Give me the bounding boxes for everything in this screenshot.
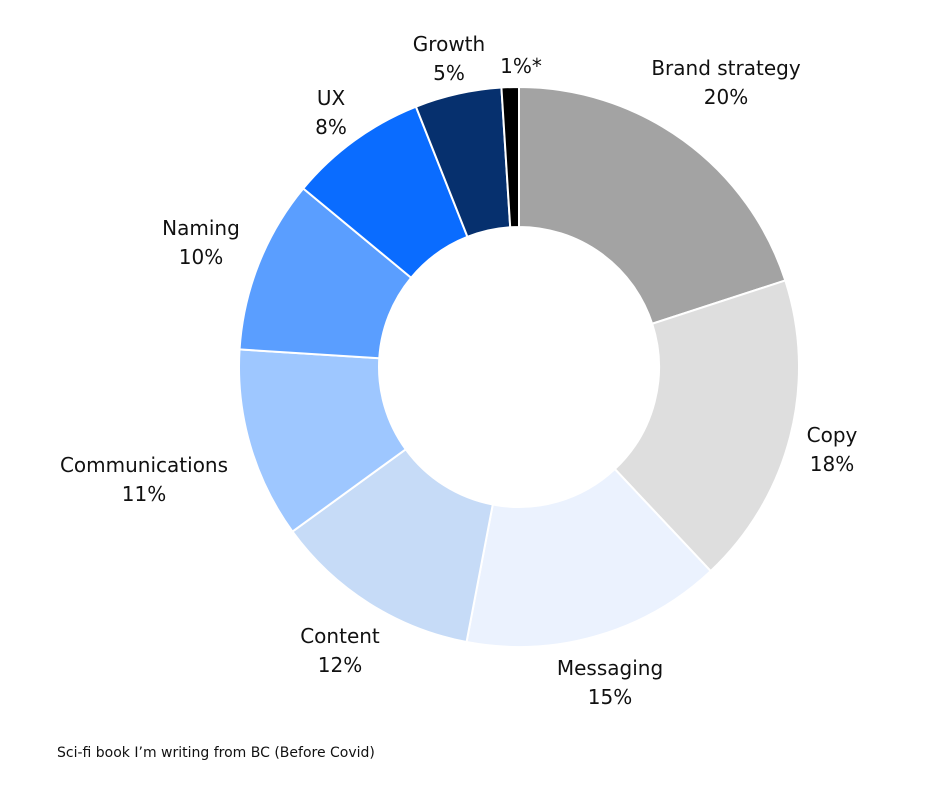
slice-copy (613, 279, 800, 573)
slice-other (500, 85, 520, 229)
slice-value-messaging: 15% (588, 685, 632, 709)
slice-label-content: Content (300, 624, 380, 648)
slice-label-growth: Growth (413, 32, 485, 56)
slice-value-naming: 10% (179, 245, 223, 269)
slice-label-naming: Naming (162, 216, 240, 240)
slice-label-ux: UX (317, 86, 346, 110)
slice-value-growth: 5% (433, 61, 465, 85)
slice-label-copy: Copy (807, 423, 858, 447)
slice-messaging (465, 467, 713, 648)
slice-content (291, 447, 494, 644)
slice-value-copy: 18% (810, 452, 854, 476)
slice-value-brand-strategy: 20% (704, 85, 748, 109)
slice-label-brand-strategy: Brand strategy (651, 56, 801, 80)
slice-value-other: 1%* (500, 54, 542, 78)
slice-value-content: 12% (318, 653, 362, 677)
slice-value-communications: 11% (122, 482, 166, 506)
slice-label-messaging: Messaging (557, 656, 663, 680)
slice-value-ux: 8% (315, 115, 347, 139)
slice-label-communications: Communications (60, 453, 228, 477)
footnote: Sci-fi book I’m writing from BC (Before … (57, 745, 375, 761)
slice-brand-strategy (518, 85, 787, 325)
